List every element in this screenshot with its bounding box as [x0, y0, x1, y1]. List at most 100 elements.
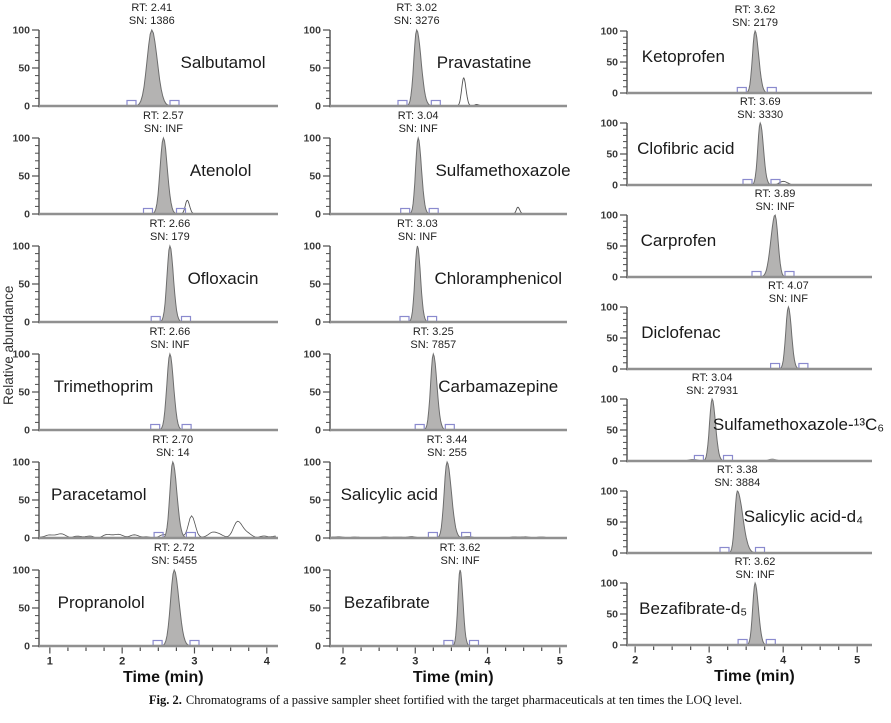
chromatogram-plot: 0 50 100 Sulfamethoxazole — [303, 133, 570, 221]
y-tick-label: 50 — [18, 279, 30, 291]
peak-annotation: RT: 2.66 SN: INF — [149, 326, 190, 352]
rt-annotation: RT: 2.70 — [152, 434, 194, 446]
compound-label: Trimethoprim — [54, 377, 154, 396]
y-tick-label: 0 — [24, 101, 30, 113]
compound-label: Salbutamol — [180, 53, 265, 72]
x-tick-label: 2 — [340, 656, 346, 668]
y-tick-label: 50 — [309, 495, 321, 507]
y-tick-label: 0 — [24, 641, 30, 653]
compound-label: Sulfamethoxazole-¹³C₆ — [713, 415, 884, 434]
chromatogram-plot: 0 50 100 Atenolol — [12, 133, 278, 221]
chromatogram-panel-diclofenac: RT: 4.07 SN: INF 0 50 100 Diclofenac — [588, 280, 891, 376]
sn-annotation: SN: INF — [440, 555, 480, 567]
chromatogram-panel-pravastatine: RT: 3.02 SN: 3276 0 50 100 Pravastatine — [291, 2, 581, 113]
chromatogram-panel-propranolol: RT: 2.72 SN: 5455 0 50 100 1 2 3 4 Time (min) Prop… — [0, 542, 297, 686]
y-tick-label: 0 — [24, 425, 30, 437]
peak-annotation: RT: 2.72 SN: 5455 — [151, 542, 197, 568]
y-tick-label: 100 — [12, 565, 30, 577]
sn-annotation: SN: 27931 — [686, 385, 739, 397]
peak-annotation: RT: 3.25 SN: 7857 — [410, 326, 456, 352]
chromatogram-plot: 0 50 100 2 3 4 5 Time (min) Bezafibrate — [303, 565, 567, 686]
peak-annotation: RT: 3.62 SN: INF — [440, 542, 481, 568]
chromatogram-panel-chloramphenicol: RT: 3.03 SN: INF 0 50 100 Chloramphenicol — [291, 218, 581, 329]
sn-annotation: SN: 7857 — [410, 339, 457, 351]
x-tick-label: 3 — [412, 656, 418, 668]
y-tick-label: 50 — [606, 57, 618, 69]
peak-annotation: RT: 3.62 SN: INF — [735, 556, 776, 582]
chromatogram-plot: 0 50 100 Chloramphenicol — [303, 241, 567, 329]
main-peak — [132, 28, 176, 107]
x-tick-label: 5 — [557, 656, 563, 668]
y-tick-label: 100 — [600, 578, 618, 590]
y-tick-label: 100 — [303, 133, 321, 145]
y-tick-label: 100 — [12, 349, 30, 361]
rt-annotation: RT: 2.72 — [153, 542, 195, 554]
chromatogram-panel-salbutamol: RT: 2.41 SN: 1386 0 50 100 Salbutamol — [0, 2, 297, 113]
compound-label: Sulfamethoxazole — [435, 161, 570, 180]
y-tick-label: 100 — [600, 26, 618, 38]
compound-label: Paracetamol — [51, 485, 146, 504]
y-tick-label: 0 — [612, 640, 618, 652]
sn-annotation: SN: 1386 — [128, 15, 175, 27]
chromatogram-plot: 0 50 100 Clofibric acid — [600, 118, 872, 192]
chromatogram-panel-salicylic-acid-d: RT: 3.38 SN: 3884 0 50 100 Salicylic acid-d₄ — [588, 464, 891, 560]
chromatogram-plot: 0 50 100 Ofloxacin — [12, 241, 278, 329]
compound-label: Diclofenac — [641, 323, 721, 342]
rt-annotation: RT: 2.57 — [142, 110, 184, 122]
main-peak — [159, 568, 195, 647]
peak-annotation: RT: 3.03 SN: INF — [397, 218, 438, 244]
chromatogram-panel-sulfamethoxazole: RT: 3.04 SN: INF 0 50 100 Sulfamethoxazole — [291, 110, 581, 221]
sn-annotation: SN: INF — [143, 123, 183, 135]
rt-annotation: RT: 3.89 — [754, 188, 796, 200]
peak-annotation: RT: 2.66 SN: 179 — [149, 218, 190, 244]
chromatogram-panel-ketoprofen: RT: 3.62 SN: 2179 0 50 100 Ketoprofen — [588, 4, 891, 100]
sn-annotation: SN: 14 — [155, 447, 190, 459]
peak-annotation: RT: 3.04 SN: 27931 — [686, 372, 738, 398]
rt-annotation: RT: 3.62 — [734, 4, 776, 16]
main-peak — [758, 214, 789, 278]
sn-annotation: SN: INF — [755, 201, 795, 213]
main-peak — [435, 460, 467, 539]
compound-label: Propranolol — [58, 593, 145, 612]
y-tick-label: 50 — [309, 387, 321, 399]
chromatogram-panel-clofibric-acid: RT: 3.69 SN: 3330 0 50 100 Clofibric acid — [588, 96, 891, 192]
rt-annotation: RT: 3.62 — [734, 556, 776, 568]
main-peak — [157, 352, 186, 431]
baseline-noise-trace — [40, 515, 276, 539]
sn-annotation: SN: 2179 — [732, 17, 778, 29]
x-tick-label: 4 — [484, 656, 491, 668]
chromatogram-panel-carbamazepine: RT: 3.25 SN: 7857 0 50 100 Carbamazepine — [291, 326, 581, 437]
chromatogram-plot: 0 50 100 Carbamazepine — [303, 349, 567, 437]
caption-label: Fig. 2. — [148, 693, 182, 707]
y-tick-label: 50 — [309, 171, 321, 183]
chromatogram-plot: 0 50 100 Paracetamol — [12, 457, 278, 545]
sn-annotation: SN: 179 — [150, 231, 190, 243]
peak-annotation: RT: 2.70 SN: 14 — [152, 434, 193, 460]
x-tick-label: 3 — [191, 656, 197, 668]
compound-label: Clofibric acid — [637, 139, 734, 158]
compound-label: Atenolol — [190, 161, 251, 180]
chromatogram-panel-bezafibrate-d: RT: 3.62 SN: INF 0 50 100 2 3 4 5 Time (min) Bezaf… — [588, 556, 891, 685]
y-tick-label: 0 — [315, 209, 321, 221]
chromatogram-panel-bezafibrate: RT: 3.62 SN: INF 0 50 100 2 3 4 5 Time (min) Bezaf… — [291, 542, 581, 686]
y-tick-label: 50 — [18, 603, 30, 615]
compound-label: Carbamazepine — [438, 377, 558, 396]
main-peak — [744, 29, 771, 94]
x-axis-title: Time (min) — [123, 669, 204, 686]
x-axis-title: Time (min) — [413, 669, 494, 686]
y-tick-label: 50 — [606, 425, 618, 437]
y-tick-label: 0 — [612, 272, 618, 284]
y-tick-label: 50 — [309, 63, 321, 75]
rt-annotation: RT: 2.66 — [149, 218, 191, 230]
rt-annotation: RT: 2.41 — [131, 2, 173, 14]
chromatogram-panel-sulfamethoxazole-c: RT: 3.04 SN: 27931 0 50 100 Sulfamethoxazole-… — [588, 372, 891, 468]
rt-annotation: RT: 3.02 — [396, 2, 438, 14]
x-tick-label: 4 — [264, 656, 271, 668]
sn-annotation: SN: INF — [397, 231, 437, 243]
x-tick-label: 4 — [780, 655, 787, 667]
y-tick-label: 0 — [315, 641, 321, 653]
y-tick-label: 100 — [12, 457, 30, 469]
y-tick-label: 50 — [606, 333, 618, 345]
sn-annotation: SN: 3330 — [737, 109, 784, 121]
chromatogram-plot: 0 50 100 Trimethoprim — [12, 349, 278, 437]
